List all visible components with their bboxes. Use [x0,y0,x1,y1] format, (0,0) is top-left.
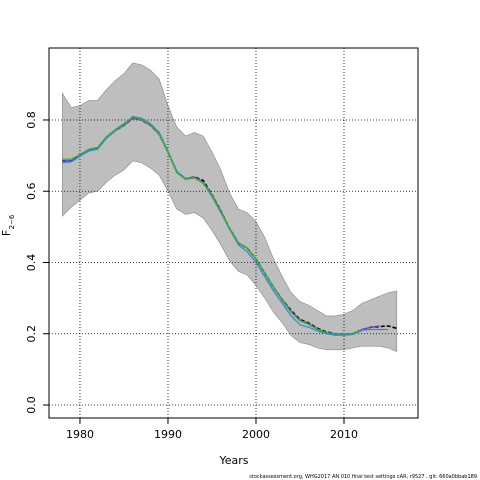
x-axis-label: Years [218,454,248,467]
x-tick-label: 2000 [242,428,270,441]
series-line [62,116,362,335]
footer: stockassessment.org, WHG2017 AN 010 fina… [249,474,477,480]
x-tick-label: 2010 [330,428,358,441]
confidence-band [62,62,398,352]
x-tick-label: 1990 [154,428,182,441]
x-tick-label: 1980 [66,428,94,441]
plot-frame [48,47,419,419]
y-tick-label: 0.8 [25,111,38,128]
y-tick-label: 0.6 [25,182,38,200]
y-axis-label-sub: 2−6 [8,214,16,229]
y-axis-label-main: F [0,230,13,236]
y-tick-label: 0.2 [25,325,38,343]
y-axis-label: F 2−6 [0,214,16,236]
y-tick-label: 0.4 [25,254,38,272]
y-tick-label: 0.0 [25,396,38,414]
